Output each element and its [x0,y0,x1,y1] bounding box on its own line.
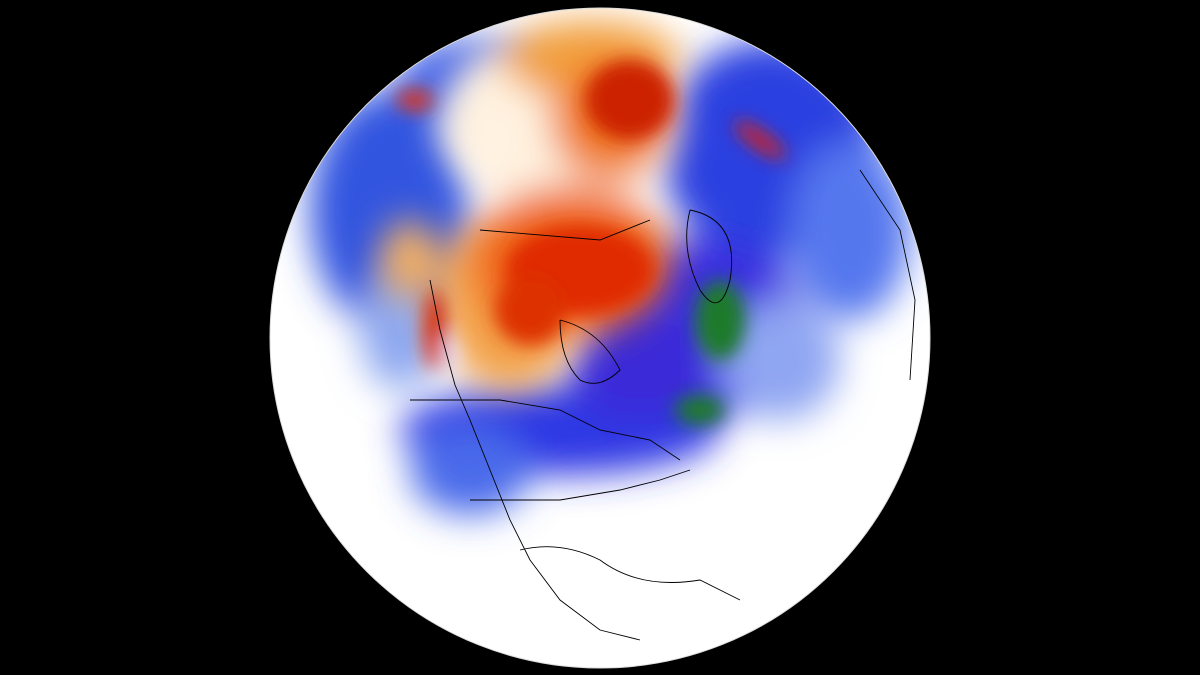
red-area [585,60,675,140]
green-area [695,280,745,360]
hot-cores [397,60,785,425]
green-area [675,395,725,425]
globe-edge [269,7,931,669]
border [410,399,681,461]
blue-area [720,300,840,420]
coastline [519,546,741,601]
orange-area [380,220,440,300]
coastline [859,169,916,381]
anomaly-field [310,20,916,641]
coastline [479,219,651,241]
blue-area [410,425,530,515]
red-area [495,275,565,345]
coastline [686,209,733,304]
coastline [559,319,621,384]
blue-area [790,140,910,320]
blue-regions [310,40,910,515]
red-area [423,290,447,370]
red-area [735,121,785,159]
red-area [397,90,433,110]
blue-area [570,320,710,420]
purple-area [442,337,458,373]
blue-area [360,270,440,390]
coastlines [410,169,916,641]
border [470,469,691,501]
coastline [429,279,641,641]
